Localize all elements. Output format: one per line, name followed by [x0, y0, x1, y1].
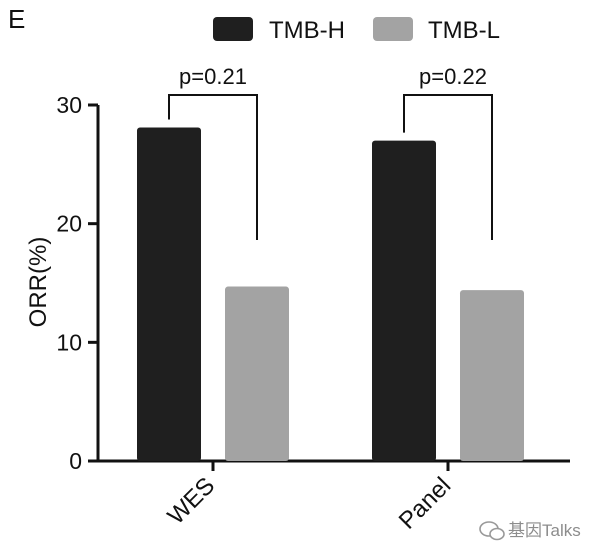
- legend: TMB-H TMB-L: [213, 17, 500, 44]
- bar-panel-tmb-l: [460, 290, 524, 461]
- x-tick-label-wes: WES: [162, 472, 220, 530]
- wechat-icon: [479, 521, 505, 541]
- significance-bracket-panel: [403, 94, 493, 240]
- legend-swatch-tmb-l: [373, 17, 413, 41]
- y-tick-label: 10: [56, 329, 82, 355]
- legend-label-tmb-h: TMB-H: [269, 17, 345, 44]
- y-tick-label: 30: [56, 92, 82, 118]
- bar-panel-tmb-h: [372, 140, 436, 461]
- p-value-wes: p=0.21: [179, 64, 247, 89]
- p-value-panel: p=0.22: [419, 64, 487, 89]
- y-axis-label: ORR(%): [25, 237, 52, 328]
- bar-wes-tmb-h: [137, 127, 201, 462]
- legend-label-tmb-l: TMB-L: [428, 17, 500, 44]
- watermark-text: 基因Talks: [508, 521, 581, 540]
- x-tick-label-panel: Panel: [394, 472, 457, 535]
- legend-swatch-tmb-h: [213, 17, 253, 41]
- y-ticks: 0 10 20 30: [56, 92, 98, 474]
- significance-bracket-wes: [168, 94, 258, 240]
- bars: [137, 127, 524, 462]
- bar-wes-tmb-l: [225, 286, 289, 461]
- y-tick-label: 20: [56, 211, 82, 237]
- y-tick-label: 0: [69, 448, 82, 474]
- panel-letter: E: [8, 4, 25, 34]
- watermark: 基因Talks: [479, 521, 581, 541]
